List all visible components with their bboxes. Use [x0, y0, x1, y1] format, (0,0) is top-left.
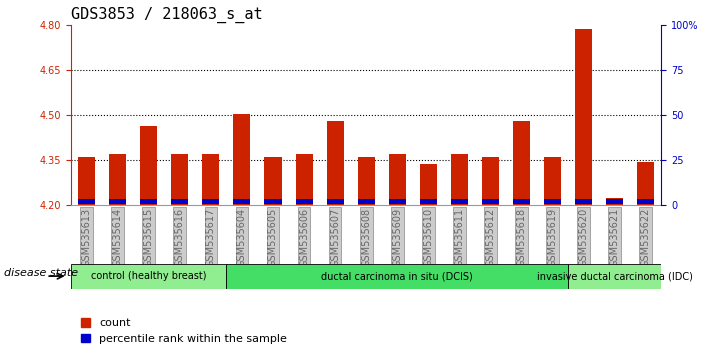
Bar [203, 199, 220, 204]
Text: invasive ductal carcinoma (IDC): invasive ductal carcinoma (IDC) [537, 271, 693, 281]
Bar [140, 199, 157, 204]
Legend: count, percentile rank within the sample: count, percentile rank within the sample [77, 314, 292, 348]
Bar [575, 199, 592, 204]
Bar [606, 199, 623, 204]
Bar [389, 199, 406, 204]
Bar [482, 157, 499, 205]
Bar [326, 121, 343, 205]
Bar [358, 157, 375, 205]
Bar [419, 164, 437, 205]
Bar [637, 162, 654, 205]
Bar [226, 264, 568, 289]
Bar [203, 154, 220, 205]
Text: GDS3853 / 218063_s_at: GDS3853 / 218063_s_at [71, 7, 263, 23]
Bar [451, 154, 468, 205]
Bar [637, 199, 654, 204]
Bar [544, 157, 561, 205]
Bar [296, 199, 313, 204]
Bar [482, 199, 499, 204]
Bar [233, 199, 250, 204]
Bar [109, 154, 127, 205]
Bar [389, 154, 406, 205]
Text: control (healthy breast): control (healthy breast) [91, 271, 206, 281]
Bar [326, 199, 343, 204]
Bar [264, 199, 282, 204]
Bar [264, 157, 282, 205]
Bar [78, 199, 95, 204]
Bar [544, 199, 561, 204]
Bar [513, 121, 530, 205]
Bar [71, 264, 226, 289]
Text: disease state: disease state [4, 268, 77, 278]
Text: ductal carcinoma in situ (DCIS): ductal carcinoma in situ (DCIS) [321, 271, 473, 281]
Bar [171, 199, 188, 204]
Bar [109, 199, 127, 204]
Bar [171, 154, 188, 205]
Bar [419, 199, 437, 204]
Bar [451, 199, 468, 204]
Bar [78, 157, 95, 205]
Bar [140, 126, 157, 205]
Bar [358, 199, 375, 204]
Bar [568, 264, 661, 289]
Bar [296, 154, 313, 205]
Bar [575, 29, 592, 205]
Bar [513, 199, 530, 204]
Bar [233, 114, 250, 205]
Bar [606, 198, 623, 205]
